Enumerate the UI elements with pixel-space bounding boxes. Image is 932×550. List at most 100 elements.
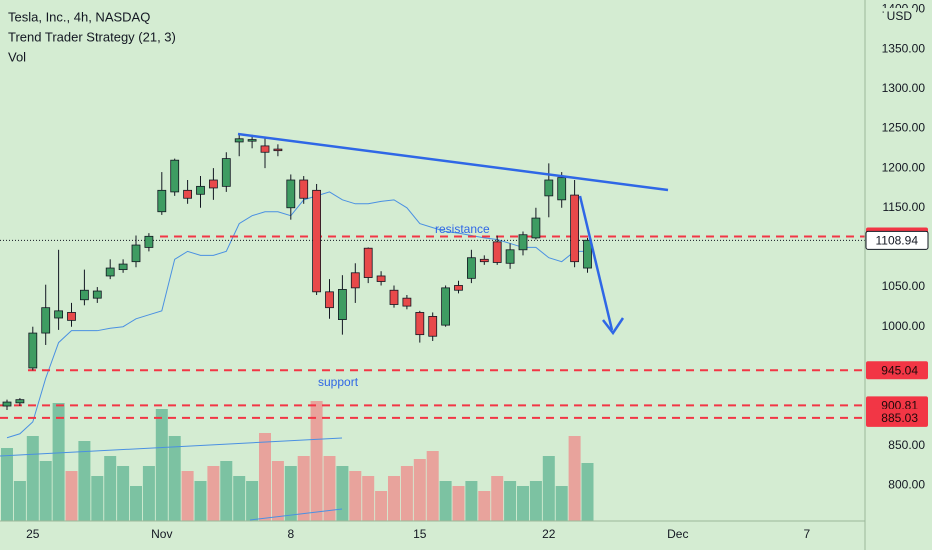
candle-body [479,258,489,263]
indicator-label: Trend Trader Strategy (21, 3) [8,29,176,44]
candle-body [350,272,360,289]
candle-body [376,275,386,282]
volume-bar [568,436,581,521]
y-tick-label: 1300.00 [882,81,926,95]
candle-body [544,179,554,197]
candle-body [196,185,205,195]
volume-bar [207,466,220,521]
volume-bar [220,461,233,521]
volume-bar [375,491,388,521]
chart-title: Tesla, Inc., 4h, NASDAQ [8,9,150,24]
candle-body [41,307,51,334]
candle-body [80,289,89,301]
candle-body [299,179,309,199]
volume-bar [246,481,259,521]
candle-body [312,189,322,293]
candle-body [2,401,12,407]
volume-bar [349,471,362,521]
volume-bar [284,466,297,521]
candle-body [531,217,541,239]
volume-bar [104,456,117,521]
price-tag-label: 885.03 [881,411,918,425]
candle-body [234,138,244,143]
y-tick-label: 1150.00 [883,200,926,214]
candle-body [337,289,347,320]
candle-body [54,310,63,319]
volume-trend-line [249,508,343,521]
volume-bar [517,486,529,521]
y-tick-label: 850.00 [888,438,925,452]
axis-layer: 1400.001350.001300.001250.001200.001150.… [26,2,929,541]
volume-bar [491,476,504,521]
candle-body [441,287,451,326]
x-tick-label: 8 [287,527,294,541]
volume-bar [478,491,491,521]
candle-body [557,177,567,201]
annotation: resistance [435,222,490,236]
price-tag [865,230,929,250]
volume-bar [1,448,13,521]
y-tick-label: 800.00 [888,477,925,491]
price-tag-label: 945.04 [881,363,918,377]
strategy-line [6,191,588,439]
price-axis [865,0,932,550]
x-tick-label: 22 [542,527,556,541]
price-tag-label: 1108.94 [876,233,919,247]
x-tick-label: Dec [667,527,688,541]
volume-bar [117,466,130,521]
candle-body [260,145,270,153]
price-tag [866,408,928,427]
volume-bar [233,476,246,521]
volume-bar [310,401,323,521]
volume-trend-line [0,437,343,457]
price-tag [866,361,928,380]
volume-bar [388,476,400,521]
volume-bar [271,461,284,521]
volume-bar [39,461,52,521]
volume-bar [181,471,194,521]
volume-bar [400,466,413,521]
line-layer [0,191,865,439]
candle-body [583,239,592,269]
candle-body [505,249,515,264]
candle-body [428,316,438,337]
currency: USD [887,9,913,23]
volume-bar [297,456,310,521]
volume-bar [555,486,568,521]
candle-body [183,189,193,199]
volume-bar [504,481,517,521]
candle-body [466,257,476,279]
volume-bar [194,481,207,521]
volume-label: Vol [8,49,26,64]
candle-body [131,244,141,263]
volume-bar [336,466,349,521]
volume-bar [168,436,181,521]
annotation: support [318,375,359,389]
volume-bar [413,459,426,521]
volume-bar [78,441,91,521]
arrow [578,195,614,331]
volume-bar [26,436,39,521]
candle-body [105,267,115,277]
candle-body [157,189,167,213]
candle-body [389,289,399,305]
volume-bar [323,456,336,521]
volume-bar [91,476,104,521]
arrow-head [602,317,625,336]
candle-body [273,148,283,152]
volume-bar [542,456,555,521]
candle-body [144,235,154,248]
candle-body [286,179,296,209]
candle-body [118,263,128,271]
candle-body [28,332,38,369]
volume-bar [52,403,65,521]
volume-bar [452,486,465,521]
volume-bar [155,409,168,521]
volume-bar [465,481,478,521]
currency-box [884,8,916,26]
candle-body [170,159,180,193]
x-tick-label: 15 [413,527,427,541]
candle-body [15,399,25,404]
